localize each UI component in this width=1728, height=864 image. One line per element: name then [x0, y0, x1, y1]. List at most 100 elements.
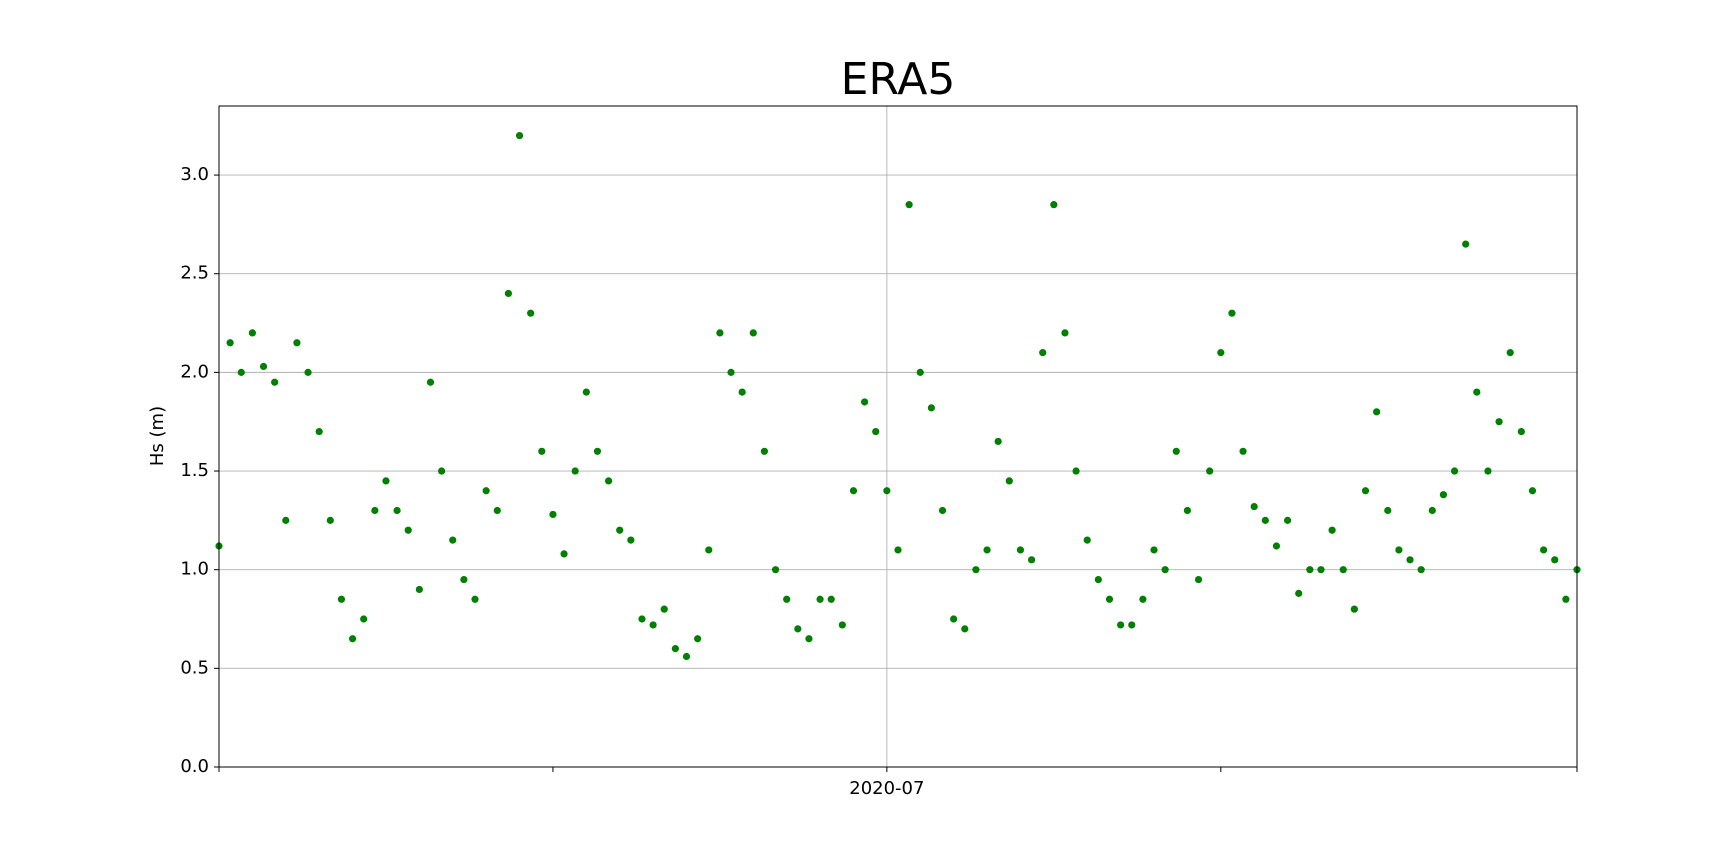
data-point — [1517, 427, 1525, 436]
data-point — [1562, 595, 1570, 603]
data-point — [1217, 349, 1225, 357]
data-point — [1094, 575, 1102, 584]
data-point — [671, 645, 679, 653]
data-point — [1194, 575, 1203, 584]
data-point — [1317, 566, 1325, 574]
data-point — [694, 635, 702, 643]
data-point — [360, 615, 368, 623]
data-point — [927, 404, 935, 412]
data-point — [994, 437, 1002, 446]
data-point — [1072, 467, 1080, 475]
data-point — [983, 546, 991, 554]
data-point — [783, 595, 791, 603]
data-point — [1150, 546, 1158, 554]
data-point — [805, 635, 813, 643]
data-point — [226, 339, 234, 347]
data-point — [827, 595, 835, 603]
data-point — [1172, 447, 1180, 455]
data-point — [1039, 349, 1047, 357]
data-point — [1128, 621, 1136, 629]
data-point — [382, 477, 390, 485]
data-point — [916, 368, 924, 376]
data-point — [1450, 467, 1459, 475]
data-point — [560, 550, 568, 558]
data-point — [582, 388, 590, 396]
data-point — [961, 625, 969, 633]
data-point — [816, 595, 824, 603]
data-point — [304, 368, 312, 376]
data-point — [1339, 566, 1347, 574]
data-point — [1105, 595, 1114, 603]
data-point — [1061, 329, 1069, 337]
data-point — [1250, 502, 1258, 511]
data-point — [482, 487, 490, 495]
data-point — [237, 368, 245, 376]
data-point — [738, 388, 746, 396]
data-point — [438, 467, 446, 475]
data-point — [1439, 491, 1448, 499]
data-point — [549, 510, 557, 519]
data-point — [727, 368, 735, 376]
data-point — [393, 506, 401, 515]
data-point — [348, 635, 357, 643]
data-point — [293, 339, 301, 347]
y-tick-label: 2.0 — [180, 361, 209, 382]
y-axis-label: Hs (m) — [147, 406, 168, 466]
data-point — [794, 625, 802, 633]
data-point — [571, 467, 579, 475]
data-point — [705, 546, 713, 554]
data-point — [371, 506, 379, 515]
data-point — [616, 526, 624, 534]
data-point — [415, 585, 423, 594]
data-point — [1406, 556, 1414, 564]
data-point — [604, 477, 613, 485]
data-point — [1328, 526, 1336, 534]
data-point — [1417, 566, 1425, 574]
data-point — [282, 516, 290, 524]
data-point — [527, 309, 535, 317]
data-point — [1027, 556, 1036, 564]
data-point — [972, 566, 980, 574]
y-tick-label: 0.0 — [180, 756, 209, 777]
y-tick-label: 3.0 — [180, 164, 209, 185]
plot-frame — [218, 105, 1578, 768]
data-point — [1139, 595, 1147, 603]
data-point — [1117, 621, 1125, 629]
data-point — [271, 378, 279, 386]
data-point — [1239, 447, 1247, 455]
data-point — [838, 621, 846, 629]
data-point — [1183, 506, 1192, 515]
data-point — [1551, 556, 1559, 564]
data-point — [1005, 477, 1013, 485]
data-point — [1361, 487, 1370, 495]
y-tick-label: 2.5 — [180, 263, 209, 284]
data-point — [1228, 309, 1236, 317]
data-point — [1306, 566, 1314, 574]
data-point — [861, 398, 869, 406]
data-point — [1495, 418, 1503, 426]
data-point — [1540, 546, 1548, 554]
data-point — [538, 447, 546, 455]
data-point — [1272, 542, 1281, 550]
y-tick-label: 0.5 — [180, 657, 209, 678]
y-tick-label: 1.0 — [180, 559, 209, 580]
y-tick-label: 1.5 — [180, 460, 209, 481]
data-point — [248, 329, 256, 337]
data-point — [1395, 546, 1403, 554]
data-point — [460, 575, 468, 584]
data-point — [1384, 506, 1392, 515]
data-point — [315, 427, 323, 436]
data-point — [716, 329, 724, 337]
data-point — [638, 615, 646, 623]
data-point — [326, 516, 334, 524]
data-point — [1283, 516, 1292, 524]
data-point — [760, 447, 769, 455]
data-point — [259, 362, 268, 371]
data-point — [649, 621, 657, 629]
chart-title: ERA5 — [841, 54, 956, 105]
data-point — [1206, 467, 1214, 475]
data-point — [1462, 240, 1470, 248]
data-point — [493, 506, 501, 515]
data-point — [883, 487, 891, 495]
